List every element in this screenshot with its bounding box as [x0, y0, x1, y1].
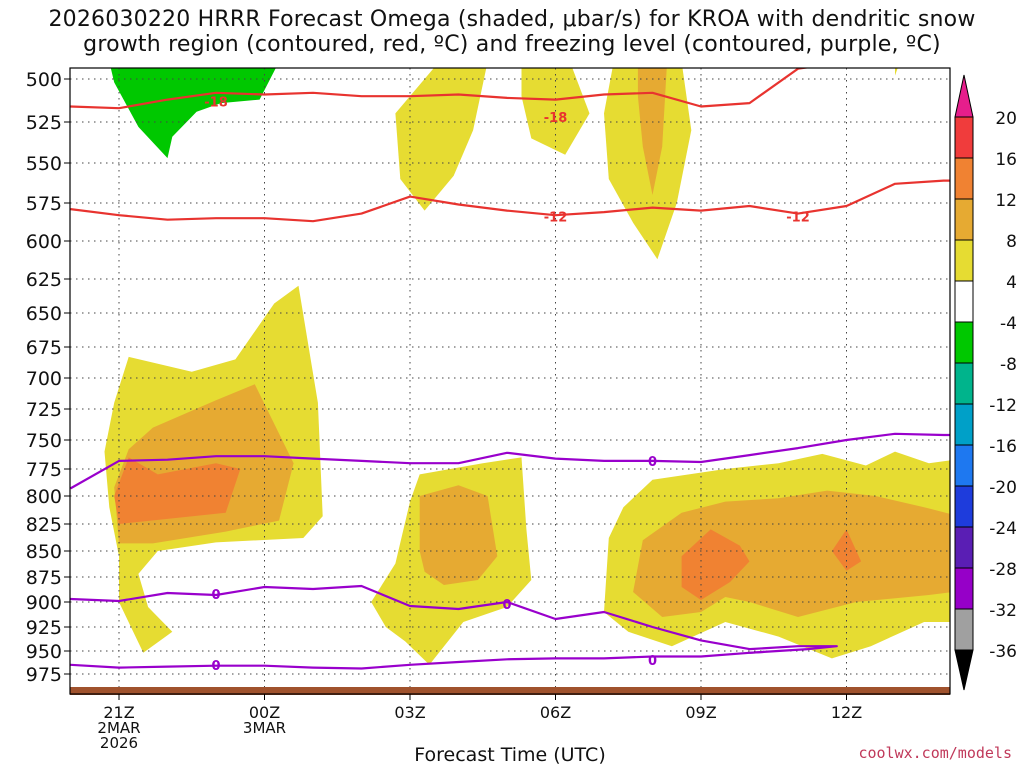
colorbar-band [954, 526, 974, 569]
colorbar-band [954, 157, 974, 200]
contour-line-3 [70, 584, 838, 654]
y-tick-label: 850 [26, 541, 62, 563]
omega-region-13 [895, 68, 898, 76]
colorbar-label: 4 [1006, 273, 1017, 293]
omega-region-2 [114, 457, 241, 524]
x-tick-label: 09Z [685, 703, 716, 722]
contour-line-4 [70, 650, 765, 670]
y-tick-label: 925 [26, 617, 62, 639]
omega-region-12 [637, 68, 667, 195]
x-tick-label: 2026 [100, 734, 138, 752]
colorbar-band [954, 239, 974, 282]
y-tick-label: 550 [26, 153, 62, 175]
colorbar-label: 20 [995, 109, 1017, 129]
y-tick-label: 875 [26, 567, 62, 589]
x-tick-label: 3MAR [243, 719, 286, 737]
y-tick-label: 700 [26, 368, 62, 390]
y-tick-label: 725 [26, 399, 62, 421]
y-tick-label: 500 [26, 69, 62, 91]
omega-region-4 [419, 485, 498, 585]
contour-label: -12 [786, 211, 810, 226]
y-tick-label: 900 [26, 592, 62, 614]
y-axis: 500 525 550 575 600 625 650 675 700 725 750 775 800 8… [26, 69, 70, 686]
y-tick-label: 525 [26, 112, 62, 134]
chart-title-line-1: 2026030220 HRRR Forecast Omega (shaded, … [48, 7, 976, 32]
y-tick-label: 775 [26, 459, 62, 481]
y-tick-label: 600 [26, 231, 62, 253]
y-tick-label: 575 [26, 193, 62, 215]
contour-line-1 [70, 179, 950, 223]
contour-label: 0 [502, 598, 511, 613]
omega-region-8 [831, 529, 862, 571]
y-tick-label: 975 [26, 664, 62, 686]
x-tick-label: 03Z [394, 703, 425, 722]
colorbar-band [954, 608, 974, 651]
y-tick-label: 800 [26, 486, 62, 508]
colorbar-label: -28 [989, 560, 1017, 580]
colorbar-band [954, 198, 974, 241]
colorbar-band [954, 485, 974, 528]
colorbar: 20 16 12 8 4 -4 -8 -12 -16 -20 -24 -28 -32 -36 [954, 74, 1017, 691]
y-tick-label: 950 [26, 641, 62, 663]
contour-label: 0 [648, 654, 657, 669]
x-tick-label: 21Z [103, 703, 134, 722]
colorbar-label: -8 [1000, 355, 1017, 375]
y-tick-label: 675 [26, 337, 62, 359]
x-tick-label: 2MAR [97, 719, 140, 737]
contour-label: 0 [648, 455, 657, 470]
omega-region-7 [681, 529, 750, 600]
grid-layer [70, 68, 950, 694]
contour-label: -12 [544, 211, 568, 226]
colorbar-band [954, 321, 974, 364]
plot-frame [69, 67, 951, 695]
omega-region-9 [395, 68, 487, 211]
colorbar-band [954, 403, 974, 446]
chart-title-line-2: growth region (contoured, red, ºC) and f… [83, 32, 941, 57]
colorbar-label: 12 [995, 191, 1017, 211]
colorbar-band [954, 444, 974, 487]
colorbar-label: -32 [989, 601, 1017, 621]
colorbar-label: 8 [1006, 232, 1017, 252]
x-tick-label: 06Z [540, 703, 571, 722]
contour-label: 0 [211, 588, 220, 603]
contour-line-0 [70, 68, 811, 110]
colorbar-label: 16 [995, 150, 1017, 170]
colorbar-label: -36 [989, 642, 1017, 662]
y-tick-label: 625 [26, 269, 62, 291]
y-tick-label: 750 [26, 430, 62, 452]
site-credit[interactable]: coolwx.com/models [858, 744, 1012, 762]
contour-label: -18 [544, 111, 568, 126]
contour-line-2 [70, 432, 950, 490]
x-tick-label: 00Z [249, 703, 280, 722]
contour-label: -18 [204, 95, 228, 110]
colorbar-label: -4 [1000, 314, 1017, 334]
colorbar-band [954, 567, 974, 610]
contour-label: 0 [211, 659, 220, 674]
colorbar-label: -24 [989, 519, 1017, 539]
colorbar-band [954, 362, 974, 405]
colorbar-label: -20 [989, 478, 1017, 498]
y-tick-label: 650 [26, 303, 62, 325]
colorbar-label: -16 [989, 437, 1017, 457]
terrain-strip [70, 687, 950, 695]
colorbar-bottom-arrow [954, 649, 974, 691]
x-axis-label: Forecast Time (UTC) [414, 744, 606, 766]
colorbar-label: -12 [989, 396, 1017, 416]
contour-layer: -18 -18 -12 -12 0 0 0 0 0 [70, 68, 950, 674]
colorbar-band [954, 280, 974, 323]
colorbar-band [954, 116, 974, 159]
colorbar-top-arrow [954, 74, 974, 118]
y-tick-label: 825 [26, 514, 62, 536]
x-tick-label: 12Z [831, 703, 862, 722]
omega-region-14 [110, 68, 276, 159]
